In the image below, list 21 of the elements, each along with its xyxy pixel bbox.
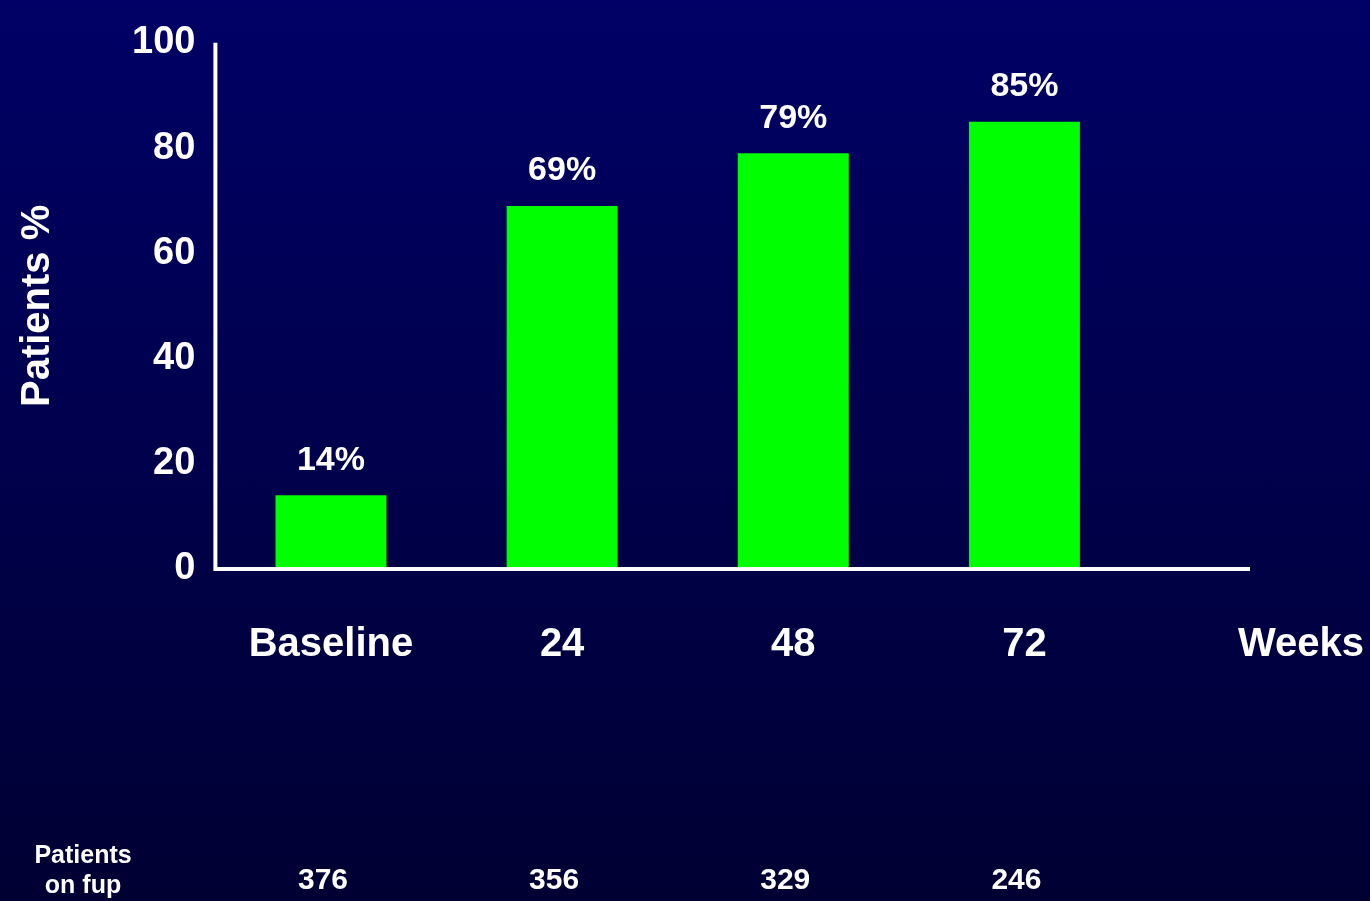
text: 376 [297, 862, 349, 896]
text: 356 [529, 862, 580, 896]
x-axis-title: Weeks [1237, 620, 1364, 665]
y-tick-label: 0 [174, 545, 196, 588]
data-label: 69% [528, 149, 597, 188]
x-tick-label: Baseline [248, 620, 414, 665]
data-label: 85% [990, 65, 1059, 104]
y-tick-label: 40 [153, 335, 196, 377]
text: 329 [760, 862, 811, 896]
x-tick-label: 24 [539, 620, 586, 665]
text: Patients on fup [34, 839, 132, 898]
y-tick-label: 100 [132, 19, 196, 62]
x-tick-label: 48 [771, 620, 816, 665]
y-tick-label: 60 [153, 229, 196, 272]
y-tick-label: 20 [153, 440, 196, 483]
data-label: 79% [759, 96, 828, 135]
data-label: 14% [296, 438, 366, 477]
x-tick-label: 72 [1002, 620, 1047, 665]
text: 246 [991, 862, 1042, 896]
y-tick-label: 80 [153, 124, 196, 167]
y-axis-title: Patients % [13, 204, 58, 408]
